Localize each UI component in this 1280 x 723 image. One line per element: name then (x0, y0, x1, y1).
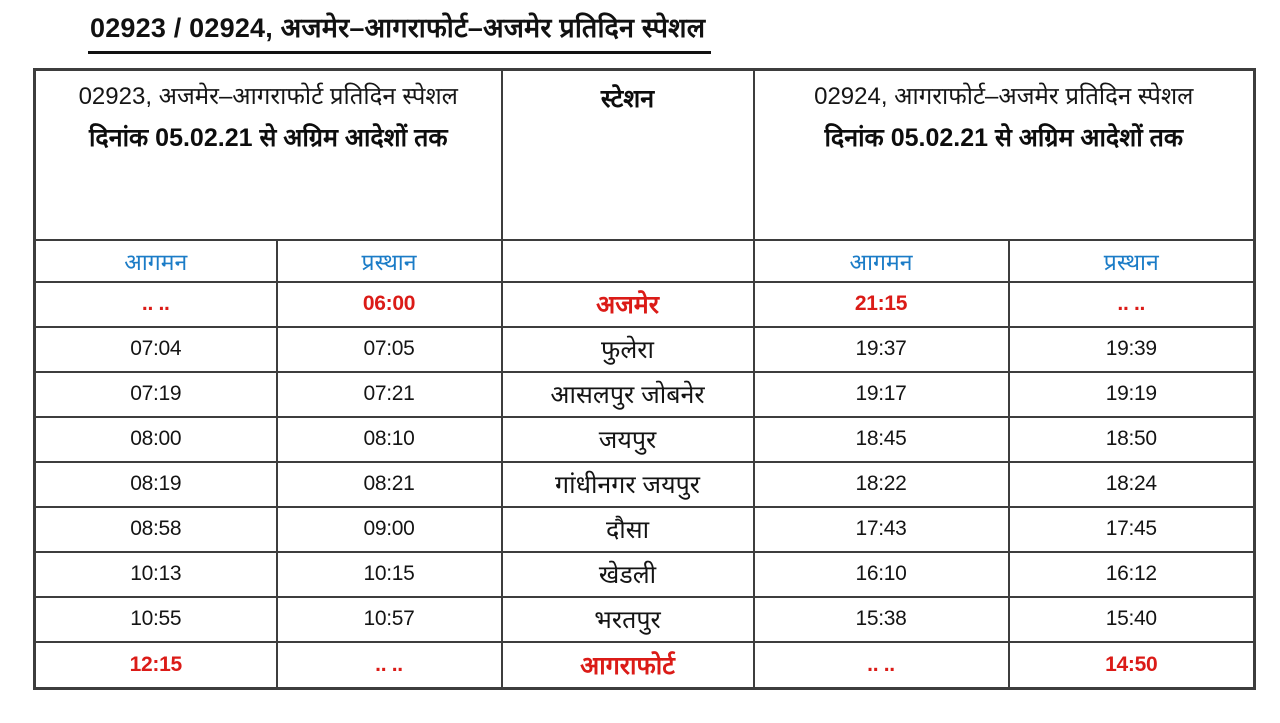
arrival-time-cell: 10:13 (33, 550, 278, 598)
arrival-header-right: आगमन (752, 238, 1010, 283)
departure-header-left: प्रस्थान (275, 238, 503, 283)
table-header-row: 02923, अजमेर–आगराफोर्ट प्रतिदिन स्पेशल द… (33, 68, 1256, 241)
table-row-dausa: 08:58 09:00 दौसा 17:43 17:45 (33, 505, 1256, 553)
station-cell: भरतपुर (500, 595, 755, 643)
arrival-time-cell: 08:19 (33, 460, 278, 508)
departure-time-cell: 15:40 (1007, 595, 1256, 643)
table-subheader-row: आगमन प्रस्थान आगमन प्रस्थान (33, 238, 1256, 283)
arrival-time-cell: 10:55 (33, 595, 278, 643)
departure-time-cell: 10:57 (275, 595, 503, 643)
departure-time-cell: 16:12 (1007, 550, 1256, 598)
train-left-validity: दिनांक 05.02.21 से अग्रिम आदेशों तक (88, 124, 448, 152)
station-cell: अजमेर (500, 280, 755, 328)
page-title: 02923 / 02924, अजमेर–आगराफोर्ट–अजमेर प्र… (88, 8, 712, 54)
train-right-header: 02924, आगराफोर्ट–अजमेर प्रतिदिन स्पेशल द… (752, 68, 1256, 241)
departure-time-cell: 09:00 (275, 505, 503, 553)
departure-time-cell: 08:21 (275, 460, 503, 508)
station-cell: खेडली (500, 550, 755, 598)
arrival-time-cell: 17:43 (752, 505, 1010, 553)
station-cell: जयपुर (500, 415, 755, 463)
station-cell: दौसा (500, 505, 755, 553)
departure-time-cell: 14:50 (1007, 640, 1256, 690)
departure-time-cell: 17:45 (1007, 505, 1256, 553)
arrival-time-cell: 16:10 (752, 550, 1010, 598)
station-cell: गांधीनगर जयपुर (500, 460, 755, 508)
arrival-time-cell: 07:19 (33, 370, 278, 418)
arrival-time-cell: 12:15 (33, 640, 278, 690)
station-subheader-spacer (500, 238, 755, 283)
train-right-name: 02924, आगराफोर्ट–अजमेर प्रतिदिन स्पेशल (814, 83, 1194, 110)
arrival-time-cell: 15:38 (752, 595, 1010, 643)
arrival-time-cell: 18:45 (752, 415, 1010, 463)
table-row-khedli: 10:13 10:15 खेडली 16:10 16:12 (33, 550, 1256, 598)
station-cell: आसलपुर जोबनेर (500, 370, 755, 418)
departure-time-cell: 18:24 (1007, 460, 1256, 508)
table-row-agra-fort: 12:15 .. .. आगराफोर्ट .. .. 14:50 (33, 640, 1256, 690)
table-row-phulera: 07:04 07:05 फुलेरा 19:37 19:39 (33, 325, 1256, 373)
departure-time-cell: 06:00 (275, 280, 503, 328)
train-left-header: 02923, अजमेर–आगराफोर्ट प्रतिदिन स्पेशल द… (33, 68, 503, 241)
table-row-bharatpur: 10:55 10:57 भरतपुर 15:38 15:40 (33, 595, 1256, 643)
departure-time-cell: 19:39 (1007, 325, 1256, 373)
arrival-time-cell: 19:37 (752, 325, 1010, 373)
departure-time-cell: 07:21 (275, 370, 503, 418)
arrival-time-cell: 18:22 (752, 460, 1010, 508)
arrival-header-left: आगमन (33, 238, 278, 283)
departure-header-right: प्रस्थान (1007, 238, 1256, 283)
arrival-time-cell: 07:04 (33, 325, 278, 373)
table-row-jaipur: 08:00 08:10 जयपुर 18:45 18:50 (33, 415, 1256, 463)
station-cell: फुलेरा (500, 325, 755, 373)
departure-time-cell: 18:50 (1007, 415, 1256, 463)
arrival-time-cell: 19:17 (752, 370, 1010, 418)
departure-time-cell: .. .. (275, 640, 503, 690)
station-column-header: स्टेशन (500, 68, 755, 241)
arrival-time-cell: .. .. (33, 280, 278, 328)
table-row-asalpur-jobner: 07:19 07:21 आसलपुर जोबनेर 19:17 19:19 (33, 370, 1256, 418)
train-right-validity: दिनांक 05.02.21 से अग्रिम आदेशों तक (824, 124, 1184, 152)
table-row-ajmer: .. .. 06:00 अजमेर 21:15 .. .. (33, 280, 1256, 328)
arrival-time-cell: 08:58 (33, 505, 278, 553)
departure-time-cell: 10:15 (275, 550, 503, 598)
departure-time-cell: 19:19 (1007, 370, 1256, 418)
table-row-gandhinagar-jaipur: 08:19 08:21 गांधीनगर जयपुर 18:22 18:24 (33, 460, 1256, 508)
arrival-time-cell: 21:15 (752, 280, 1010, 328)
departure-time-cell: 08:10 (275, 415, 503, 463)
train-left-name: 02923, अजमेर–आगराफोर्ट प्रतिदिन स्पेशल (78, 83, 458, 110)
departure-time-cell: 07:05 (275, 325, 503, 373)
arrival-time-cell: 08:00 (33, 415, 278, 463)
train-timetable: 02923, अजमेर–आगराफोर्ट प्रतिदिन स्पेशल द… (33, 68, 1257, 690)
departure-time-cell: .. .. (1007, 280, 1256, 328)
arrival-time-cell: .. .. (752, 640, 1010, 690)
station-cell: आगराफोर्ट (500, 640, 755, 690)
